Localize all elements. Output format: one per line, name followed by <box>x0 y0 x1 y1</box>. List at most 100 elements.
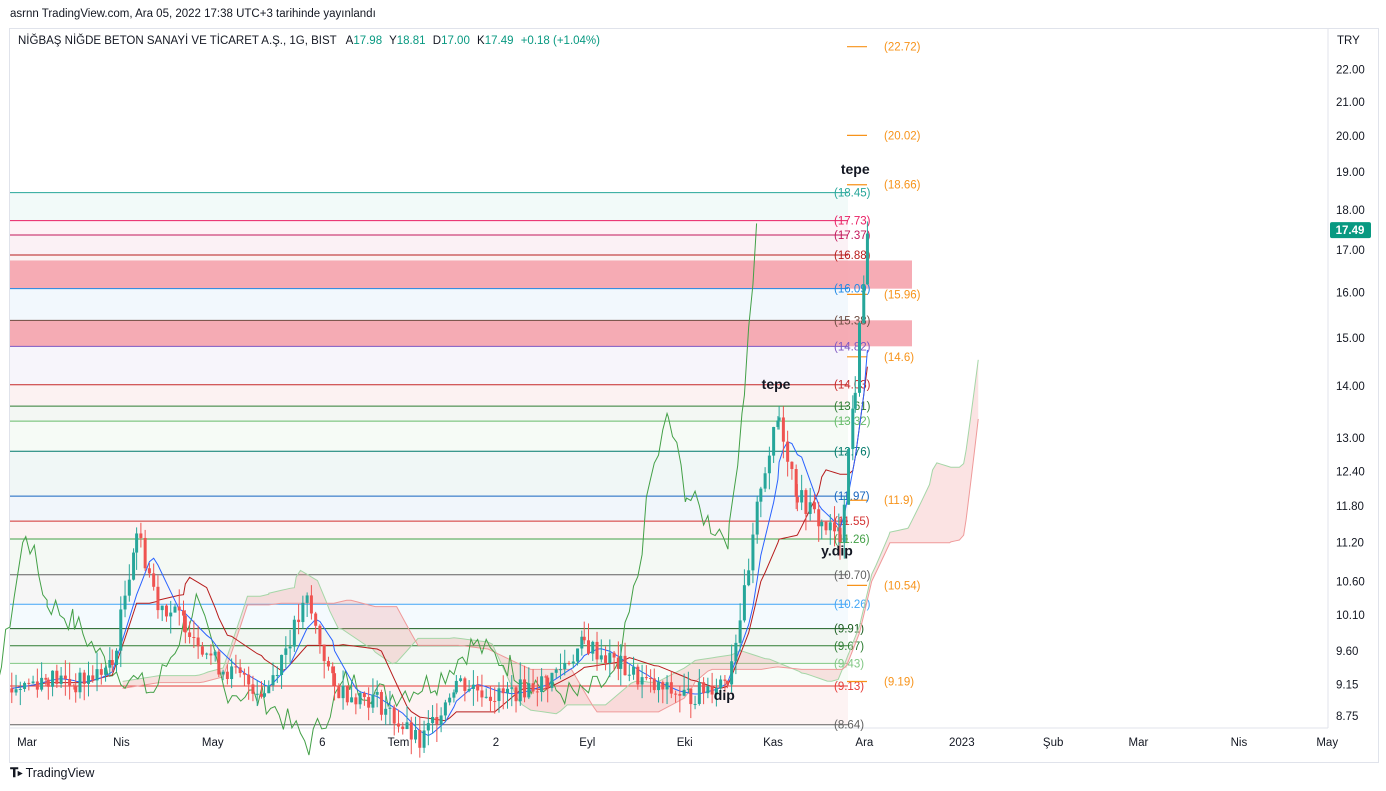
candle-body <box>35 681 39 690</box>
candle-body <box>623 655 627 676</box>
price-tick-label: 12.40 <box>1336 466 1365 478</box>
price-level-label: (17.37) <box>834 230 871 242</box>
price-level-label: (10.70) <box>834 570 871 582</box>
time-tick-label: 6 <box>319 737 325 749</box>
candle-body <box>205 653 209 655</box>
candle-body <box>414 729 418 740</box>
target-label: (9.19) <box>884 676 914 688</box>
candle-body <box>558 669 562 671</box>
candle-body <box>221 671 225 675</box>
time-tick-label: Tem <box>388 737 410 749</box>
candle-body <box>59 675 63 684</box>
candle-body <box>115 650 119 666</box>
level-band <box>10 384 848 407</box>
candle-body <box>591 641 595 654</box>
time-tick-label: Mar <box>17 737 37 749</box>
candle-body <box>345 685 349 703</box>
candle-body <box>800 490 804 503</box>
time-tick-label: Ara <box>855 737 874 749</box>
candle-body <box>702 682 706 694</box>
target-label: (18.66) <box>884 180 921 192</box>
candle-body <box>318 625 322 645</box>
candle-body <box>599 655 603 660</box>
candle-body <box>160 605 164 611</box>
candle-body <box>493 700 497 702</box>
candle-body <box>448 697 452 703</box>
level-band <box>10 421 848 452</box>
candle-body <box>476 684 480 691</box>
close-value: 17.49 <box>484 35 514 47</box>
candle-body <box>452 692 456 698</box>
footer: 𝐓‣ TradingView <box>10 765 94 781</box>
candle-body <box>255 693 259 695</box>
candle-body <box>471 684 475 689</box>
chart-annotation: y.dip <box>821 542 853 558</box>
candle-body <box>608 652 612 664</box>
price-tick-label: 20.00 <box>1336 131 1365 143</box>
candle-body <box>612 652 616 658</box>
candle-body <box>795 496 799 503</box>
candle-body <box>322 644 326 662</box>
candle-body <box>388 707 392 709</box>
candle-body <box>853 392 857 409</box>
candle-body <box>661 682 665 690</box>
candle-body <box>535 691 539 693</box>
candle-body <box>546 677 550 688</box>
tradingview-logo-icon[interactable]: 𝐓‣ <box>10 765 23 780</box>
candle-body <box>72 685 76 687</box>
level-band <box>10 234 848 256</box>
price-tick-label: 9.60 <box>1336 646 1358 658</box>
candle-body <box>767 455 771 474</box>
candle-body <box>580 636 584 649</box>
price-level-label: (16.88) <box>834 250 871 262</box>
footer-brand[interactable]: TradingView <box>25 766 95 780</box>
candle-body <box>225 671 229 680</box>
candle-body <box>506 688 510 694</box>
candle-body <box>132 552 136 580</box>
price-tick-label: 17.00 <box>1336 245 1365 257</box>
last-price-label: 17.49 <box>1336 225 1365 237</box>
candle-body <box>119 609 123 651</box>
candle-body <box>341 685 345 699</box>
candle-body <box>747 570 751 586</box>
target-label: (20.02) <box>884 130 921 142</box>
price-level-label: (18.45) <box>834 188 871 200</box>
candle-body <box>710 686 714 695</box>
candle-body <box>824 521 828 531</box>
candle-body <box>794 469 798 497</box>
candle-body <box>790 461 794 470</box>
candle-body <box>838 527 842 543</box>
candle-body <box>87 675 91 684</box>
chart-annotation: tepe <box>762 376 791 392</box>
candle-body <box>501 688 505 694</box>
high-value: 18.81 <box>396 35 426 47</box>
candle-body <box>725 680 729 685</box>
price-level-label: (17.73) <box>834 216 871 228</box>
candle-body <box>619 655 623 669</box>
target-label: (15.96) <box>884 289 921 301</box>
symbol-legend: NİĞBAŞ NİĞDE BETON SANAYİ VE TİCARET A.Ş… <box>18 35 604 47</box>
candle-body <box>333 673 337 686</box>
candle-body <box>540 676 544 693</box>
candle-body <box>91 675 95 681</box>
candle-body <box>527 683 531 698</box>
open-label: A <box>345 35 354 47</box>
candle-body <box>862 284 866 324</box>
candle-body <box>230 666 234 680</box>
candle-body <box>652 678 656 691</box>
candle-body <box>833 522 837 532</box>
level-band <box>10 496 848 522</box>
price-level-label: (12.76) <box>834 446 871 458</box>
price-level-label: (8.64) <box>834 720 864 732</box>
candle-body <box>263 693 267 697</box>
candle-body <box>689 688 693 705</box>
level-band <box>10 604 848 629</box>
candle-body <box>292 619 296 647</box>
low-label: D <box>432 35 442 47</box>
candle-body <box>828 522 832 531</box>
candle-body <box>284 648 288 655</box>
candle-body <box>401 726 405 730</box>
candle-body <box>350 697 354 703</box>
candle-body <box>640 677 644 685</box>
chart-canvas[interactable]: TRY 8.75 9.15 9.60 10.10 10.60 11.20 11.80 12.40… <box>0 0 1386 765</box>
